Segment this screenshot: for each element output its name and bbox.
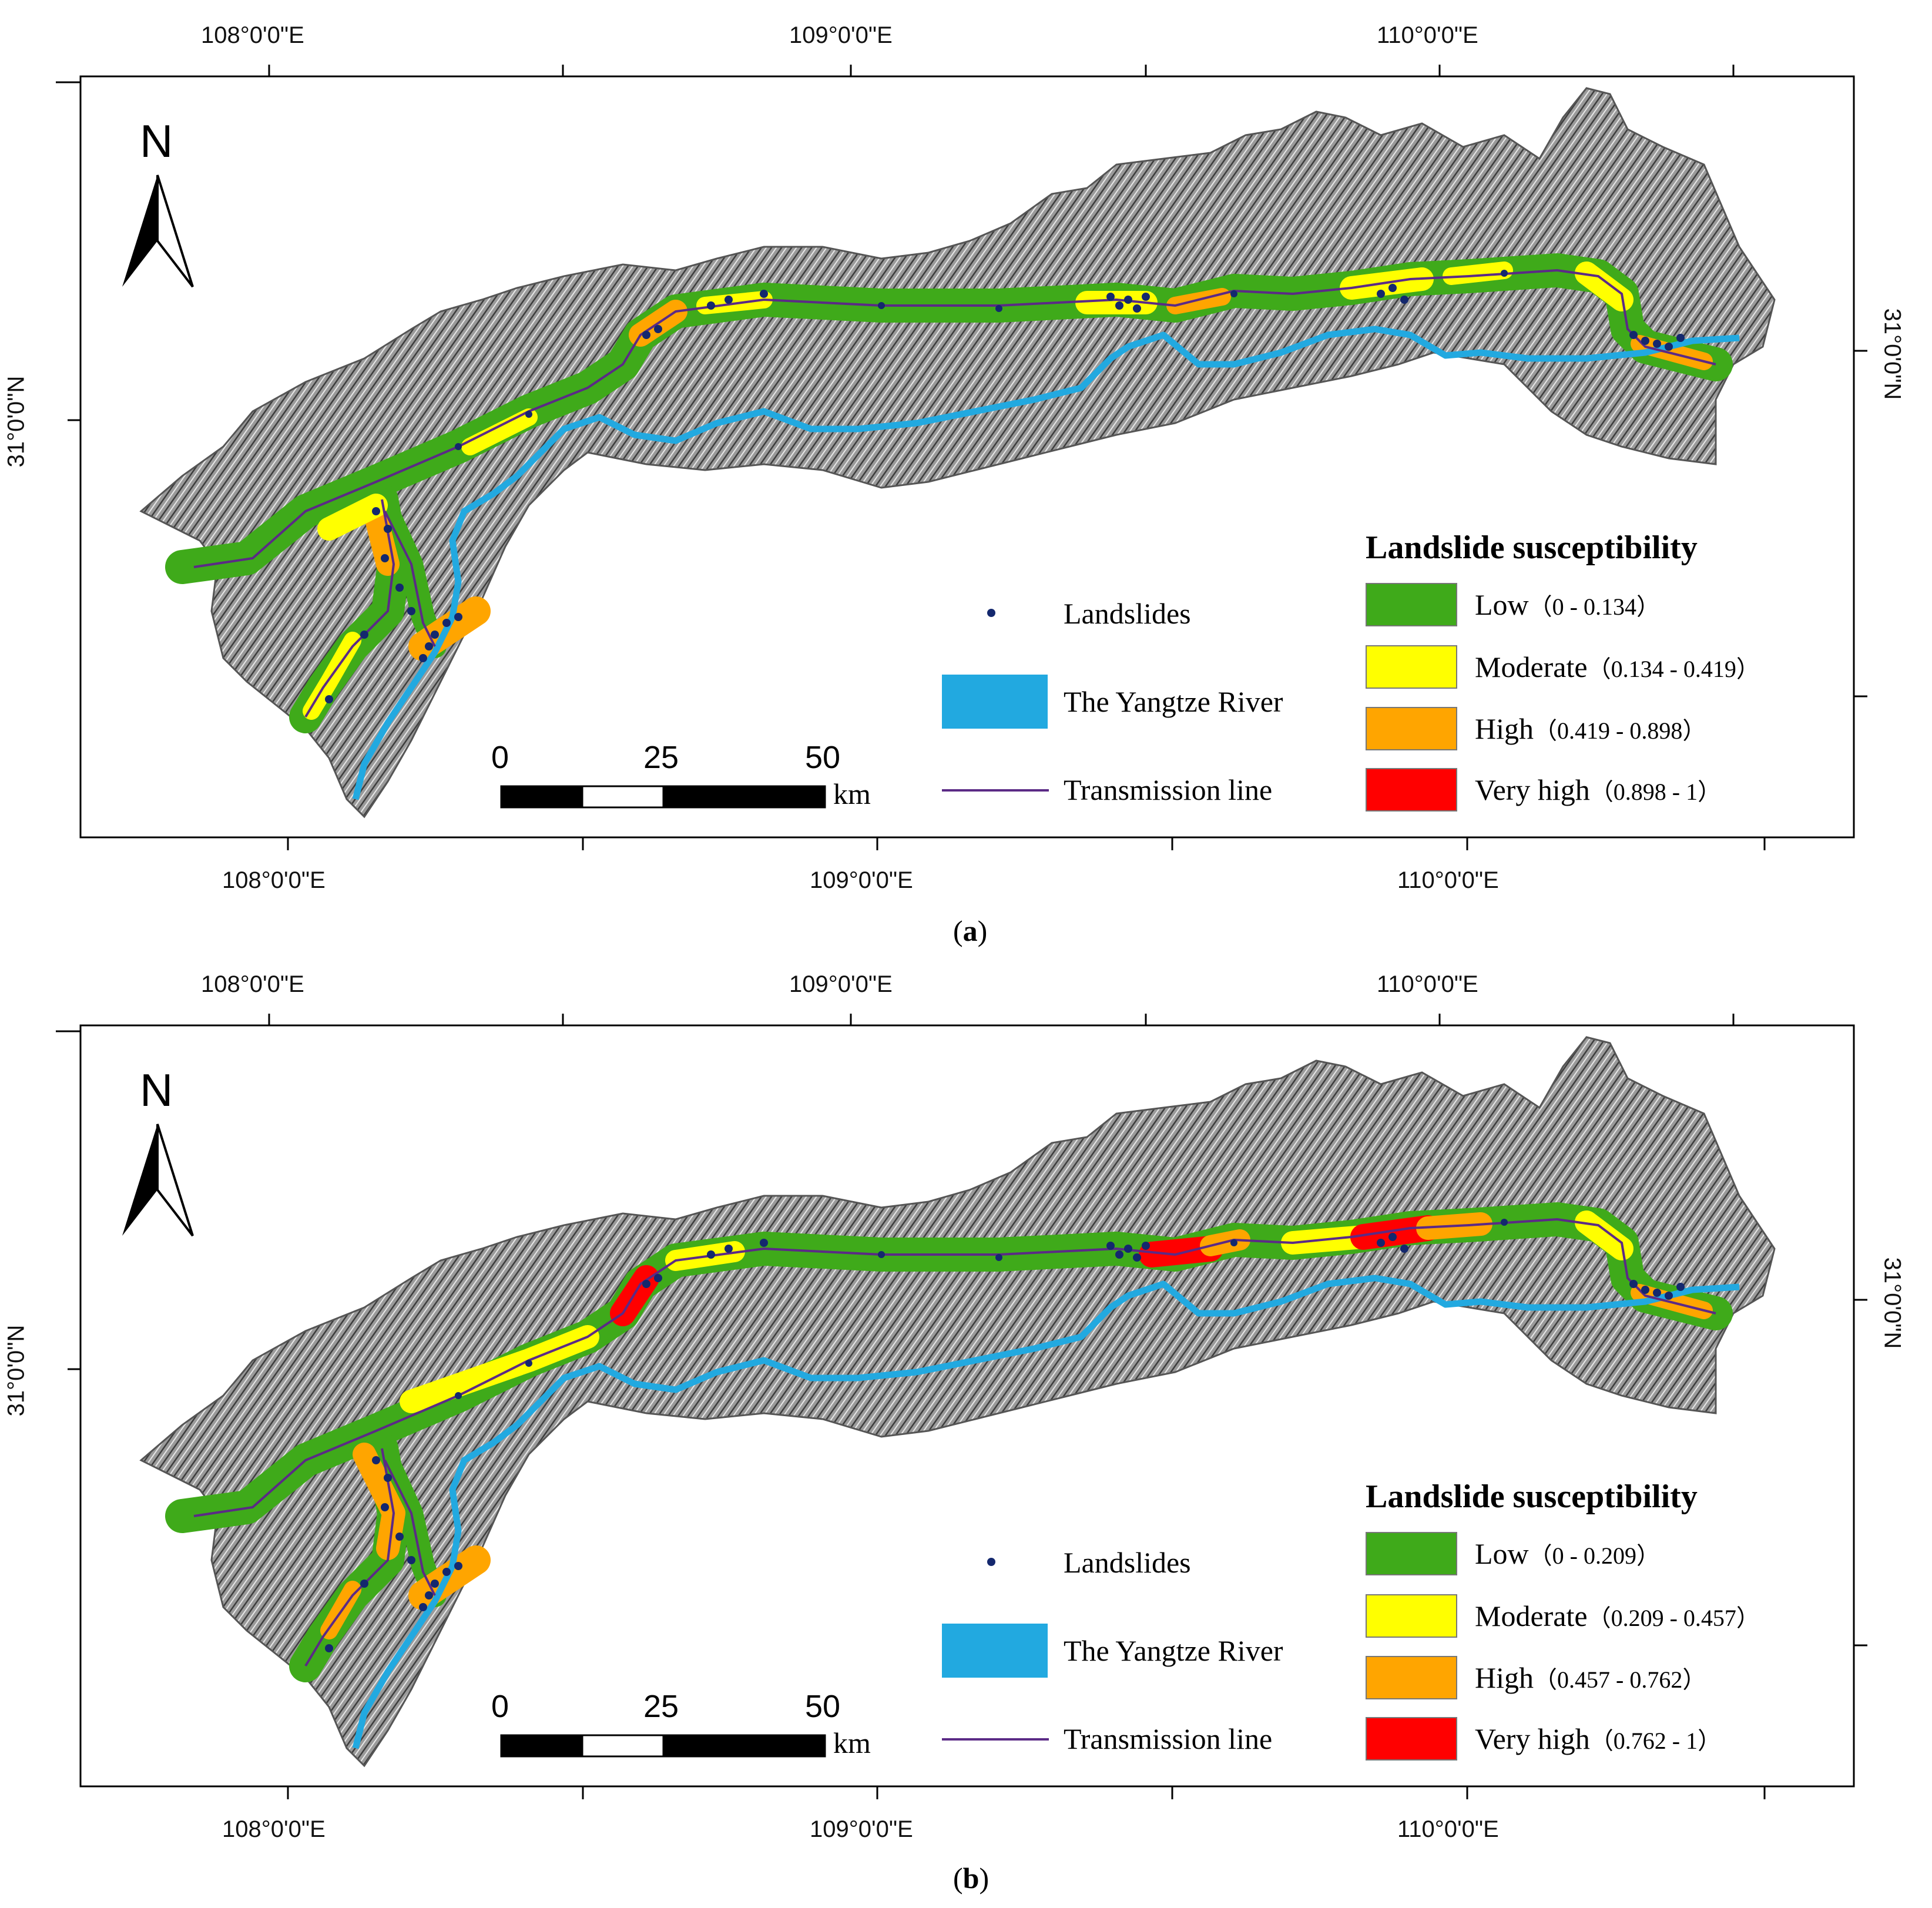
lat-label-right: 31°0'0"N bbox=[1879, 308, 1906, 400]
legend-swatch-low bbox=[1366, 1532, 1457, 1575]
map-canvas bbox=[56, 65, 1867, 850]
north-arrow-icon bbox=[122, 1124, 194, 1237]
scale-unit: km bbox=[833, 1726, 871, 1759]
legend-title: Landslide susceptibility bbox=[1366, 1478, 1698, 1515]
legend-landslides-label: Landslides bbox=[1064, 1546, 1191, 1579]
map-panel-a: 108°0'0"E 109°0'0"E 110°0'0"E 108°0'0"E … bbox=[0, 0, 1932, 952]
transmission-line bbox=[193, 1218, 1716, 1667]
scale-tick-25: 25 bbox=[643, 1689, 679, 1724]
scale-unit: km bbox=[833, 777, 871, 810]
north-letter: N bbox=[140, 115, 173, 167]
legend-swatch-moderate bbox=[1366, 1594, 1457, 1638]
landslide-legend-dot bbox=[987, 1558, 995, 1566]
legend-label-moderate: Moderate（0.134 - 0.419） bbox=[1475, 650, 1760, 683]
yangtze-river bbox=[352, 326, 1740, 800]
graticule-ticks bbox=[56, 65, 1867, 850]
lon-label-bottom-110: 110°0'0"E bbox=[1397, 1816, 1499, 1842]
north-letter: N bbox=[140, 1064, 173, 1116]
lat-label-right: 31°0'0"N bbox=[1879, 1257, 1906, 1349]
legend-swatch-high bbox=[1366, 707, 1457, 750]
map-panel-b: 108°0'0"E 109°0'0"E 110°0'0"E 108°0'0"E … bbox=[0, 949, 1932, 1901]
panel-caption-a: (a) bbox=[953, 914, 988, 947]
legend-swatch-very-high bbox=[1366, 1717, 1457, 1761]
river-legend-swatch bbox=[942, 675, 1048, 729]
scale-bar bbox=[500, 785, 826, 809]
panel-caption-b: (b) bbox=[953, 1862, 990, 1894]
lat-label-left: 31°0'0"N bbox=[3, 375, 29, 468]
legend-line-label: Transmission line bbox=[1064, 1722, 1273, 1755]
legend-swatch-moderate bbox=[1366, 645, 1457, 689]
graticule-ticks bbox=[56, 1014, 1867, 1799]
north-arrow-icon bbox=[122, 175, 194, 288]
lon-label-top-109: 109°0'0"E bbox=[789, 971, 893, 997]
legend-landslides-label: Landslides bbox=[1064, 597, 1191, 630]
lon-label-top-108: 108°0'0"E bbox=[201, 22, 304, 48]
legend-title: Landslide susceptibility bbox=[1366, 529, 1698, 566]
landslide-legend-dot bbox=[987, 609, 995, 617]
legend-swatch-low bbox=[1366, 583, 1457, 626]
lon-label-top-108: 108°0'0"E bbox=[201, 971, 304, 997]
legend-swatch-high bbox=[1366, 1656, 1457, 1699]
legend-label-high: High（0.419 - 0.898） bbox=[1475, 712, 1706, 745]
legend-label-moderate: Moderate（0.209 - 0.457） bbox=[1475, 1599, 1760, 1632]
scale-tick-0: 0 bbox=[491, 740, 509, 775]
scale-tick-0: 0 bbox=[491, 1689, 509, 1724]
scale-tick-50: 50 bbox=[805, 740, 841, 775]
lon-label-top-110: 110°0'0"E bbox=[1377, 22, 1478, 48]
transmission-line bbox=[193, 269, 1716, 718]
landslide-points bbox=[325, 270, 1685, 703]
lon-label-top-110: 110°0'0"E bbox=[1377, 971, 1478, 997]
legend-label-high: High（0.457 - 0.762） bbox=[1475, 1661, 1706, 1694]
lat-label-left: 31°0'0"N bbox=[3, 1324, 29, 1417]
legend-label-very-high: Very high（0.898 - 1） bbox=[1475, 773, 1722, 806]
lon-label-bottom-108: 108°0'0"E bbox=[222, 867, 326, 893]
lon-label-top-109: 109°0'0"E bbox=[789, 22, 893, 48]
yangtze-river bbox=[352, 1275, 1740, 1749]
legend-swatch-very-high bbox=[1366, 768, 1457, 812]
legend-label-low: Low（0 - 0.209） bbox=[1475, 1537, 1660, 1570]
legend-river-label: The Yangtze River bbox=[1064, 1634, 1283, 1667]
lon-label-bottom-110: 110°0'0"E bbox=[1397, 867, 1499, 893]
landslide-points bbox=[325, 1219, 1685, 1652]
scale-bar bbox=[500, 1734, 826, 1758]
scale-tick-25: 25 bbox=[643, 740, 679, 775]
river-legend-swatch bbox=[942, 1624, 1048, 1678]
legend-line-label: Transmission line bbox=[1064, 773, 1273, 806]
legend-label-very-high: Very high（0.762 - 1） bbox=[1475, 1722, 1722, 1755]
map-canvas bbox=[56, 1014, 1867, 1799]
lon-label-bottom-109: 109°0'0"E bbox=[810, 867, 913, 893]
legend-river-label: The Yangtze River bbox=[1064, 685, 1283, 718]
legend-label-low: Low（0 - 0.134） bbox=[1475, 588, 1660, 621]
scale-tick-50: 50 bbox=[805, 1689, 841, 1724]
lon-label-bottom-109: 109°0'0"E bbox=[810, 1816, 913, 1842]
lon-label-bottom-108: 108°0'0"E bbox=[222, 1816, 326, 1842]
